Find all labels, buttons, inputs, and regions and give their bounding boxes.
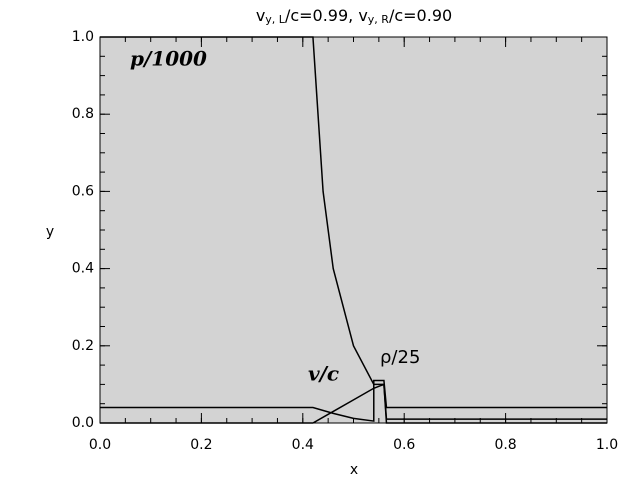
title-subscript: y, R [368,13,390,26]
x-tick-label: 0.8 [494,437,516,453]
y-tick-label: 0.6 [72,183,94,199]
y-tick-label: 0.4 [72,261,94,277]
title-subscript: y, L [265,13,286,26]
chart-title: vy, L/c=0.99, vy, R/c=0.90 [256,6,452,27]
x-tick-label: 0.4 [292,437,314,453]
x-tick-label: 1.0 [596,437,618,453]
y-tick-label: 0.2 [72,338,94,354]
y-tick-label: 1.0 [72,29,94,45]
y-axis-label: y [46,224,54,240]
y-tick-label: 0.8 [72,106,94,122]
x-tick-label: 0.2 [190,437,212,453]
series-line [100,383,607,424]
series-line [100,379,607,422]
series-label: ρ/25 [380,347,420,368]
y-tick-label: 0.0 [72,415,94,431]
title-text: v [256,6,265,25]
title-text: /c=0.99, v [285,6,368,25]
plot-background [99,36,608,424]
x-tick-label: 0.6 [393,437,415,453]
x-tick-label: 0.0 [89,437,111,453]
series-label: v/c [308,362,339,386]
x-axis-label: x [350,462,358,478]
series-label: p/1000 [130,47,207,71]
title-text: /c=0.90 [389,6,452,25]
